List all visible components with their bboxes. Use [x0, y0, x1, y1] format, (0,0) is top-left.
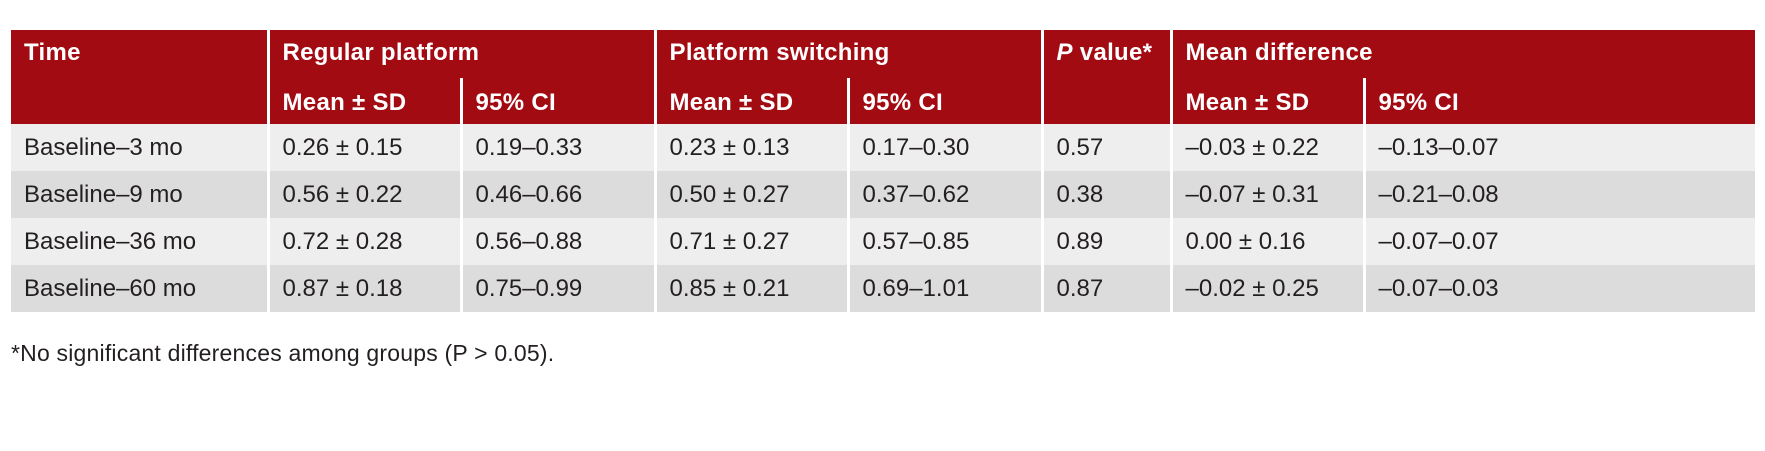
- header-rp-ci: 95% CI: [459, 78, 656, 124]
- cell-md-mean-sd: –0.07 ± 0.31: [1169, 171, 1365, 218]
- header-ps-ci: 95% CI: [846, 78, 1043, 124]
- cell-rp-ci: 0.19–0.33: [459, 124, 656, 171]
- cell-time: Baseline–60 mo: [11, 265, 268, 312]
- cell-ps-ci: 0.17–0.30: [846, 124, 1043, 171]
- cell-md-mean-sd: 0.00 ± 0.16: [1169, 218, 1365, 265]
- cell-ps-ci: 0.57–0.85: [846, 218, 1043, 265]
- header-p-value-rest: value*: [1072, 39, 1153, 66]
- header-p-value: P value*: [1040, 30, 1172, 124]
- header-time: Time: [11, 30, 268, 124]
- cell-rp-ci: 0.46–0.66: [459, 171, 656, 218]
- cell-ps-ci: 0.37–0.62: [846, 171, 1043, 218]
- cell-p-value: 0.89: [1040, 218, 1172, 265]
- cell-time: Baseline–36 mo: [11, 218, 268, 265]
- cell-rp-ci: 0.56–0.88: [459, 218, 656, 265]
- cell-ps-mean-sd: 0.71 ± 0.27: [653, 218, 849, 265]
- cell-rp-ci: 0.75–0.99: [459, 265, 656, 312]
- header-platform-switching: Platform switching: [653, 30, 1043, 78]
- cell-md-ci: –0.21–0.08: [1362, 171, 1756, 218]
- cell-ps-ci: 0.69–1.01: [846, 265, 1043, 312]
- cell-p-value: 0.57: [1040, 124, 1172, 171]
- cell-time: Baseline–9 mo: [11, 171, 268, 218]
- table-footnote: *No significant differences among groups…: [11, 340, 555, 366]
- cell-ps-mean-sd: 0.23 ± 0.13: [653, 124, 849, 171]
- header-rp-mean-sd: Mean ± SD: [266, 78, 461, 124]
- header-md-mean-sd: Mean ± SD: [1169, 78, 1365, 124]
- header-row-sub: Mean ± SD 95% CI Mean ± SD 95% CI Mean ±…: [11, 78, 1756, 124]
- cell-p-value: 0.87: [1040, 265, 1172, 312]
- cell-p-value: 0.38: [1040, 171, 1172, 218]
- results-table: Time Regular platform Platform switching…: [11, 30, 1756, 312]
- header-ps-mean-sd: Mean ± SD: [653, 78, 849, 124]
- cell-rp-mean-sd: 0.87 ± 0.18: [266, 265, 461, 312]
- cell-md-ci: –0.07–0.07: [1362, 218, 1756, 265]
- cell-md-ci: –0.07–0.03: [1362, 265, 1756, 312]
- results-table-container: Time Regular platform Platform switching…: [11, 30, 1756, 312]
- header-row-top: Time Regular platform Platform switching…: [11, 30, 1756, 124]
- cell-md-mean-sd: –0.02 ± 0.25: [1169, 265, 1365, 312]
- cell-md-mean-sd: –0.03 ± 0.22: [1169, 124, 1365, 171]
- header-mean-difference: Mean difference: [1169, 30, 1756, 78]
- cell-ps-mean-sd: 0.85 ± 0.21: [653, 265, 849, 312]
- cell-ps-mean-sd: 0.50 ± 0.27: [653, 171, 849, 218]
- table-row: Baseline–60 mo 0.87 ± 0.18 0.75–0.99 0.8…: [11, 265, 1756, 312]
- header-md-ci: 95% CI: [1362, 78, 1756, 124]
- table-row: Baseline–36 mo 0.72 ± 0.28 0.56–0.88 0.7…: [11, 218, 1756, 265]
- cell-time: Baseline–3 mo: [11, 124, 268, 171]
- header-p-value-italic: P: [1056, 39, 1073, 66]
- header-regular-platform: Regular platform: [266, 30, 656, 78]
- cell-rp-mean-sd: 0.72 ± 0.28: [266, 218, 461, 265]
- table-row: Baseline–3 mo 0.26 ± 0.15 0.19–0.33 0.23…: [11, 124, 1756, 171]
- cell-md-ci: –0.13–0.07: [1362, 124, 1756, 171]
- table-row: Baseline–9 mo 0.56 ± 0.22 0.46–0.66 0.50…: [11, 171, 1756, 218]
- cell-rp-mean-sd: 0.26 ± 0.15: [266, 124, 461, 171]
- cell-rp-mean-sd: 0.56 ± 0.22: [266, 171, 461, 218]
